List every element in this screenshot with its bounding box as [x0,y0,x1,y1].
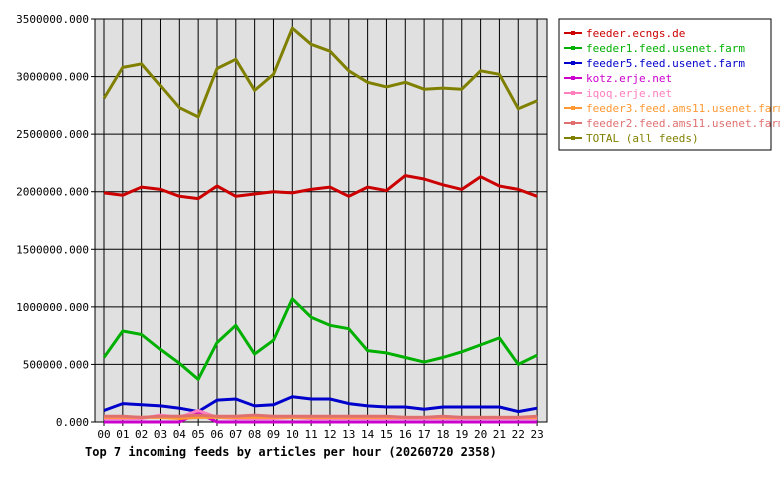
x-tick-label: 11 [305,428,318,441]
x-tick-label: 17 [417,428,430,441]
x-tick-label: 18 [436,428,449,441]
x-tick-label: 20 [474,428,487,441]
x-axis-ticks: 00 01 02 03 04 05 06 07 08 09 10 11 12 13 14 15 16 17 18 19… [97,422,544,441]
x-tick-label: 10 [286,428,299,441]
legend-marker [571,76,575,80]
legend-marker [571,121,575,125]
x-tick-label: 06 [210,428,223,441]
plot-area [94,18,548,423]
x-tick-label: 21 [493,428,506,441]
y-tick-label: 3000000.000 [16,71,89,84]
x-tick-label: 16 [399,428,412,441]
legend-label: feeder3.feed.ams11.usenet.farm [586,102,780,115]
x-tick-label: 13 [342,428,355,441]
x-tick-label: 00 [97,428,110,441]
x-tick-label: 01 [116,428,129,441]
x-tick-label: 03 [154,428,167,441]
x-tick-label: 19 [455,428,468,441]
x-tick-label: 04 [173,428,187,441]
y-axis-ticks: 0.000 500000.000 1000000.000 1500000.000 200… [16,13,95,429]
x-tick-label: 22 [512,428,525,441]
legend-label: feeder2.feed.ams11.usenet.farm [586,117,780,130]
y-tick-label: 1000000.000 [16,301,89,314]
legend-label: feeder5.feed.usenet.farm [586,57,745,70]
y-tick-label: 1500000.000 [16,243,89,256]
x-tick-label: 07 [229,428,242,441]
x-tick-label: 02 [135,428,148,441]
legend-label: iqoq.erje.net [586,87,672,100]
series-line-3 [104,411,538,424]
legend-marker [571,106,575,110]
x-tick-label: 05 [192,428,205,441]
legend-marker [571,136,575,140]
x-tick-label: 15 [380,428,393,441]
legend: feeder.ecngs.de feeder1.feed.usenet.farm f… [558,18,780,151]
series-line-7 [102,26,538,119]
y-tick-label: 0.000 [56,416,89,429]
chart-title: Top 7 incoming feeds by articles per hou… [85,445,497,459]
x-tick-label: 09 [267,428,280,441]
series-lines [102,26,538,424]
series-line-2 [103,395,538,414]
legend-marker [571,91,575,95]
legend-marker [571,61,575,65]
legend-marker [571,46,575,50]
series-line-6 [104,413,538,419]
x-tick-label: 14 [361,428,375,441]
series-line-1 [102,297,538,381]
y-tick-label: 3500000.000 [16,13,89,26]
legend-label: kotz.erje.net [586,72,672,85]
x-tick-label: 23 [530,428,543,441]
x-tick-label: 12 [323,428,336,441]
legend-label: TOTAL (all feeds) [586,132,699,145]
x-tick-label: 08 [248,428,261,441]
legend-box [558,18,772,151]
grid [95,19,547,422]
legend-label: feeder.ecngs.de [586,27,685,40]
y-tick-label: 500000.000 [23,358,89,371]
legend-label: feeder1.feed.usenet.farm [586,42,745,55]
y-tick-label: 2000000.000 [16,186,89,199]
legend-marker [571,31,575,35]
y-tick-label: 2500000.000 [16,128,89,141]
series-line-0 [103,174,538,201]
